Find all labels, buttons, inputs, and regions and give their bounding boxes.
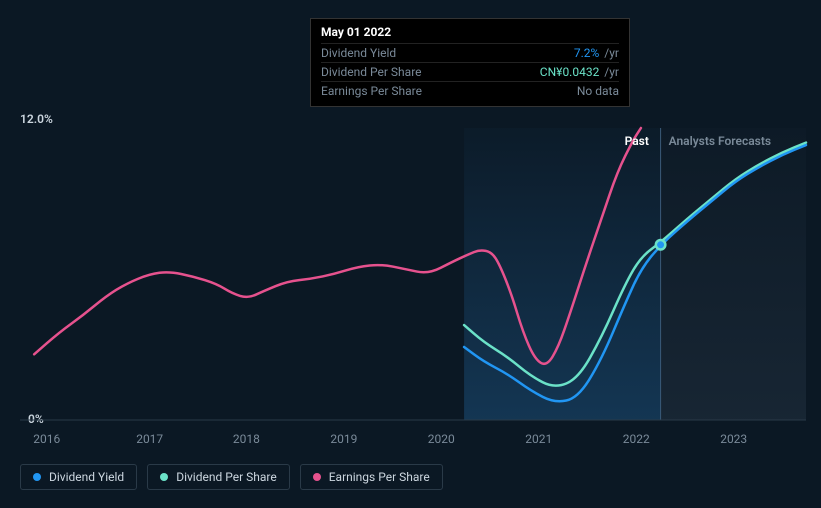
x-axis-tick: 2022	[623, 432, 650, 446]
x-axis-tick: 2019	[330, 432, 357, 446]
tooltip-row-value: CN¥0.0432	[540, 65, 600, 79]
tooltip-row-label: Dividend Per Share	[321, 65, 422, 79]
x-axis-tick: 2016	[33, 432, 60, 446]
legend-item-dividend_per_share[interactable]: Dividend Per Share	[147, 464, 290, 490]
tooltip-row-value: 7.2%	[574, 46, 599, 60]
tooltip-row-unit: /yr	[601, 65, 619, 79]
legend-swatch-icon	[33, 473, 41, 481]
tooltip-row-value-wrap: CN¥0.0432 /yr	[540, 65, 619, 79]
legend-swatch-icon	[313, 473, 321, 481]
x-axis-tick: 2023	[720, 432, 747, 446]
legend-item-earnings_per_share[interactable]: Earnings Per Share	[300, 464, 443, 490]
tooltip-row-unit: /yr	[601, 46, 619, 60]
tooltip-row-value-wrap: No data	[577, 84, 619, 98]
tooltip-date: May 01 2022	[321, 25, 619, 39]
x-axis-tick: 2017	[136, 432, 163, 446]
legend-swatch-icon	[160, 473, 168, 481]
tooltip-row-label: Dividend Yield	[321, 46, 396, 60]
x-axis-tick: 2020	[428, 432, 455, 446]
dividend-chart: May 01 2022 Dividend Yield7.2% /yrDivide…	[0, 0, 821, 508]
tooltip-row: Dividend Yield 7.2% /yr	[321, 43, 619, 62]
x-axis-tick: 2018	[233, 432, 260, 446]
legend-item-dividend_yield[interactable]: Dividend Yield	[20, 464, 137, 490]
chart-tooltip: May 01 2022 Dividend Yield7.2% /yrDivide…	[310, 18, 630, 107]
tooltip-row: Earnings Per Share No data	[321, 81, 619, 100]
past-region-label: Past	[625, 134, 649, 148]
legend-item-label: Dividend Per Share	[176, 470, 277, 484]
forecast-region-label: Analysts Forecasts	[669, 134, 771, 148]
tooltip-row-value: No data	[577, 84, 619, 98]
legend-item-label: Dividend Yield	[49, 470, 124, 484]
chart-legend: Dividend Yield Dividend Per Share Earnings…	[20, 464, 443, 490]
x-axis-tick: 2021	[525, 432, 552, 446]
tooltip-row-label: Earnings Per Share	[321, 84, 422, 98]
legend-item-label: Earnings Per Share	[329, 470, 430, 484]
tooltip-row: Dividend Per Share CN¥0.0432 /yr	[321, 62, 619, 81]
tooltip-row-value-wrap: 7.2% /yr	[574, 46, 619, 60]
